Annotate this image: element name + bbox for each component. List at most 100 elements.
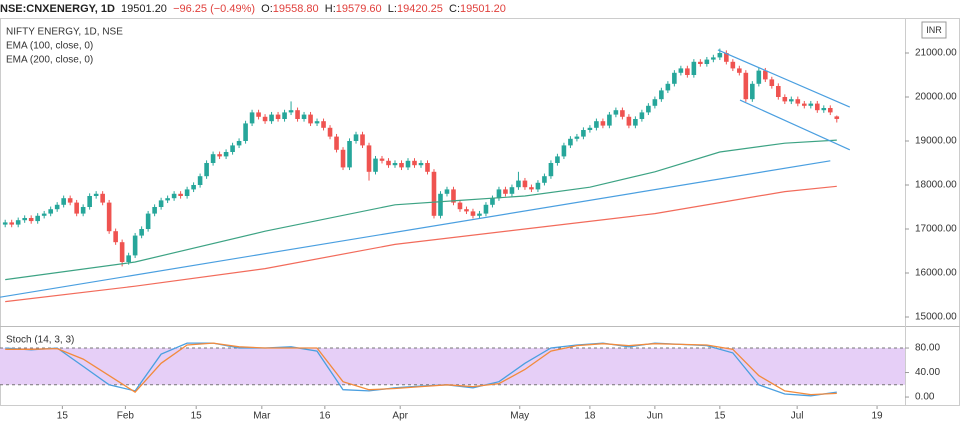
candle-body	[490, 198, 495, 205]
candle-body	[444, 189, 450, 194]
candle-body	[678, 68, 684, 73]
candle-body	[646, 105, 651, 113]
c-label: C:	[449, 3, 460, 15]
candle-body	[814, 103, 820, 111]
candle-body	[782, 96, 788, 102]
candle-body	[269, 114, 274, 122]
candle-body	[249, 112, 255, 124]
band	[0, 348, 905, 385]
candle-body	[711, 57, 716, 60]
candle-body	[119, 242, 125, 262]
candle-body	[100, 193, 105, 203]
candle-body	[438, 193, 443, 216]
x-tick-label: 16	[319, 411, 331, 422]
candle-body	[750, 83, 755, 100]
last: 19501.20	[121, 3, 167, 15]
candle-body	[126, 255, 131, 262]
candle-body	[763, 70, 768, 80]
header: NSE:CNXENERGY, 1D 19501.20 −96.25 (−0.49…	[0, 0, 506, 18]
candle-body	[834, 116, 840, 119]
x-tick-label: 19	[872, 411, 884, 422]
x-tick-label: 15	[191, 411, 203, 422]
x-tick-label: Feb	[117, 411, 135, 422]
candle-body	[412, 160, 417, 166]
candle-body	[568, 138, 573, 146]
candle-body	[106, 202, 112, 232]
y-tick-label: 21000.00	[915, 48, 957, 59]
candle-body	[620, 110, 625, 117]
candle-body	[665, 83, 671, 91]
currency: INR	[926, 25, 942, 35]
c-value: 19501.20	[460, 3, 506, 15]
candle-body	[509, 187, 515, 194]
candle-body	[9, 222, 14, 225]
candle-body	[2, 222, 8, 225]
candle-body	[74, 202, 79, 214]
stoch-line	[5, 342, 837, 396]
candle-body	[561, 145, 567, 157]
candle-body	[35, 215, 40, 222]
candle-body	[522, 180, 528, 188]
candle-body	[555, 156, 560, 163]
candle-body	[295, 110, 300, 119]
candle-body	[288, 110, 294, 113]
candle-body	[61, 198, 66, 205]
candle-body	[808, 103, 814, 106]
candle-body	[178, 193, 183, 196]
currency-box	[921, 21, 947, 39]
candle-body	[191, 184, 196, 190]
y-tick-label: 0.00	[915, 392, 935, 403]
candle-body	[158, 200, 164, 207]
trend-line	[717, 49, 851, 108]
candle-body	[184, 189, 190, 196]
candle-body	[262, 116, 268, 122]
x-tick-label: 15	[57, 411, 69, 422]
x-tick-label: 15	[714, 411, 726, 422]
candle-body	[308, 114, 313, 124]
frame	[0, 18, 960, 406]
x-tick-label: Jul	[791, 411, 804, 422]
candle-body	[542, 176, 547, 183]
candle-body	[87, 195, 92, 207]
candle-body	[139, 228, 144, 236]
y-tick-label: 16000.00	[915, 268, 957, 279]
candle-body	[776, 85, 781, 97]
h-label: H:	[324, 3, 336, 15]
candle-body	[470, 211, 476, 216]
candle-body	[548, 162, 554, 177]
legend-entry: EMA (100, close, 0)	[6, 41, 93, 52]
candle-body	[691, 61, 697, 75]
candle-body	[93, 193, 99, 196]
candle-body	[405, 160, 411, 168]
legend-title: NIFTY ENERGY, 1D, NSE	[6, 27, 123, 38]
y-tick-label: 18000.00	[915, 180, 957, 191]
candle-body	[210, 154, 216, 163]
o-label: O:	[261, 3, 273, 15]
x-tick-label: May	[510, 411, 529, 422]
candle-body	[230, 145, 235, 152]
candle-body	[457, 202, 463, 210]
candle-body	[477, 213, 482, 216]
candle-body	[340, 149, 346, 168]
y-tick-label: 15000.00	[915, 312, 957, 323]
y-tick-label: 17000.00	[915, 224, 957, 235]
candle-body	[600, 121, 606, 126]
candle-body	[54, 204, 60, 210]
x-tick-label: Mar	[253, 411, 271, 422]
ema-line	[5, 185, 837, 303]
candle-body	[366, 145, 372, 172]
y-tick-label: 80.00	[915, 343, 940, 354]
l-label: L:	[387, 3, 397, 15]
candle-body	[282, 112, 287, 119]
candle-body	[275, 114, 281, 119]
candle-body	[756, 70, 762, 84]
candle-body	[730, 61, 736, 69]
candle-body	[464, 209, 469, 212]
candle-body	[256, 112, 261, 117]
candle-body	[22, 217, 27, 221]
candle-body	[659, 90, 664, 100]
candle-body	[327, 127, 333, 137]
candle-body	[425, 162, 430, 172]
candle-body	[574, 136, 580, 139]
candle-body	[769, 79, 775, 86]
